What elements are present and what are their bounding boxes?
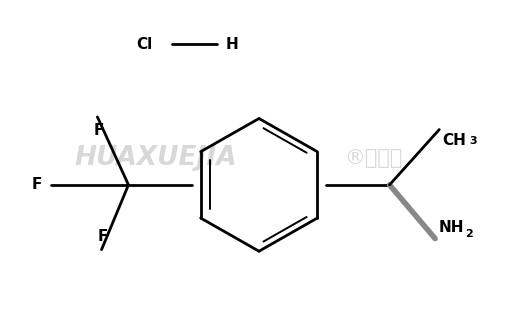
Text: F: F (93, 123, 104, 137)
Text: NH: NH (438, 221, 464, 235)
Text: HUAXUEJIA: HUAXUEJIA (74, 145, 237, 171)
Text: F: F (32, 177, 42, 192)
Text: 3: 3 (469, 136, 477, 146)
Text: H: H (225, 37, 238, 52)
Text: Cl: Cl (137, 37, 153, 52)
Text: 2: 2 (465, 228, 473, 239)
Text: F: F (97, 229, 108, 244)
Text: ®化学加: ®化学加 (344, 148, 402, 168)
Text: CH: CH (442, 133, 466, 148)
